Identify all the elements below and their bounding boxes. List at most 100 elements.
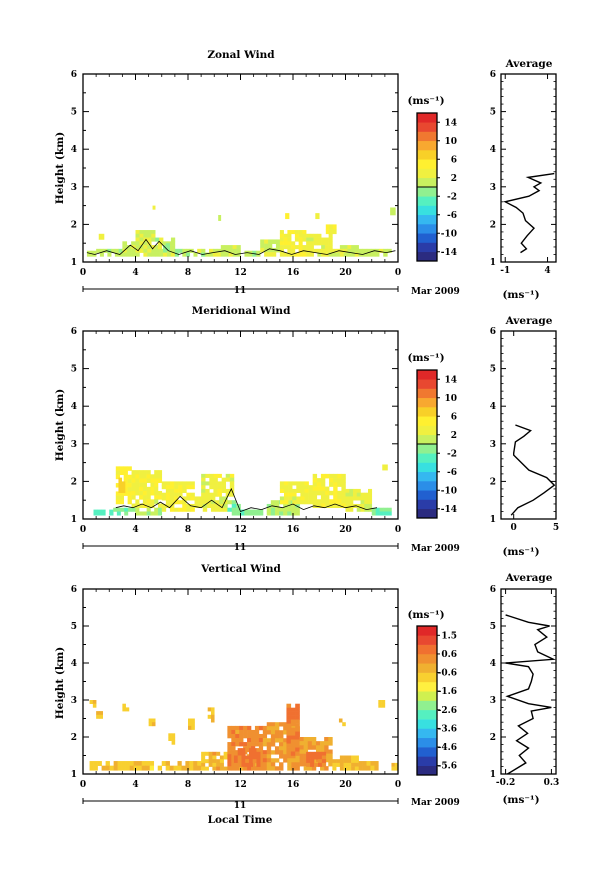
colorbar-segment [417, 150, 437, 160]
heatmap-cell [227, 729, 232, 735]
heatmap-cell [201, 762, 206, 767]
heatmap-cell [279, 730, 284, 735]
heatmap-cell [283, 496, 289, 501]
x-tick-label: 16 [287, 268, 300, 278]
heatmap-cell [247, 733, 252, 739]
heatmap-cell [333, 473, 338, 479]
heatmap-cell [324, 490, 330, 496]
heatmap-cell [227, 725, 232, 731]
heatmap-cell [223, 766, 228, 771]
heatmap-cell [194, 500, 199, 505]
heatmap-cell [154, 482, 159, 488]
heatmap-cell [347, 762, 352, 767]
heatmap-cell [343, 252, 348, 257]
heatmap-cell [109, 765, 114, 771]
heatmap-cell [287, 241, 292, 246]
heatmap-cell [174, 500, 179, 505]
heatmap-cell [360, 492, 365, 497]
heatmap-cell [186, 503, 191, 509]
x-tick-label: 4 [132, 525, 138, 535]
heatmap-cell [279, 746, 284, 751]
heatmap-cell [210, 707, 215, 712]
heatmap-cell [351, 252, 356, 257]
heatmap-cell [182, 507, 187, 512]
heatmap-cell [295, 766, 300, 771]
heatmap-cell [135, 252, 140, 257]
heatmap-cell [122, 707, 126, 712]
heatmap-cell [338, 718, 343, 723]
heatmap-cell [221, 477, 227, 482]
heatmap-cell [154, 478, 159, 483]
heatmap-cell [274, 766, 280, 771]
heatmap-cell [259, 509, 264, 516]
heatmap-cell [188, 725, 192, 730]
heatmap-cell [291, 511, 296, 516]
heatmap-cell [93, 761, 98, 766]
heatmap-cell [225, 473, 231, 478]
heatmap-cell [313, 233, 318, 238]
x-tick-label: 0 [395, 525, 401, 535]
heatmap-cell [353, 488, 358, 493]
heatmap-cell [328, 241, 333, 246]
heatmap-cell [135, 474, 140, 479]
heatmap-cell [127, 499, 132, 505]
heatmap-cell [316, 482, 322, 487]
heatmap-cell [303, 745, 309, 750]
heatmap-cell [122, 252, 128, 257]
heatmap-cell [364, 492, 369, 497]
heatmap-cell [96, 711, 100, 716]
profile-y-tick-label: 6 [490, 327, 496, 337]
heatmap-cell [333, 478, 338, 483]
heatmap-cell [270, 511, 276, 516]
heatmap-cell [279, 742, 284, 747]
heatmap-cell [287, 248, 292, 253]
heatmap-cell [294, 230, 299, 235]
heatmap-cell [290, 727, 296, 732]
heatmap-cell [227, 742, 232, 747]
colorbar-segment [417, 462, 437, 473]
heatmap-cell [115, 499, 121, 505]
colorbar-tick-label: -10 [441, 486, 457, 496]
heatmap-cell [146, 486, 151, 492]
heatmap-cell [241, 751, 246, 756]
heatmap-cell [290, 719, 296, 724]
heatmap-cell [247, 729, 252, 735]
heatmap-cell [135, 478, 140, 483]
heatmap-cell [270, 500, 276, 505]
heatmap-cell [178, 248, 183, 253]
heatmap-cell [201, 477, 206, 482]
heatmap-cell [279, 485, 285, 490]
heatmap-cell [241, 748, 246, 753]
profile-frame [500, 330, 557, 520]
heatmap-cell [210, 714, 215, 719]
heatmap-cell [209, 481, 214, 486]
vertical-colorbar-unit: (ms⁻¹) [407, 609, 444, 621]
heatmap-cell [189, 765, 194, 771]
heatmap-cell [155, 248, 160, 253]
heatmap-cell [251, 509, 256, 516]
heatmap-cell [126, 252, 132, 257]
heatmap-cell [239, 738, 244, 743]
heatmap-cell [287, 762, 292, 767]
heatmap-cell [165, 503, 171, 509]
heatmap-cell [256, 759, 261, 764]
y-tick-label: 4 [71, 145, 77, 155]
heatmap-cell [279, 511, 284, 516]
heatmap-cell [317, 759, 323, 764]
colorbar-segment [417, 444, 437, 454]
heatmap-cell [287, 754, 292, 759]
heatmap-cell [165, 246, 170, 252]
meridional-profile-title: Average [505, 315, 553, 327]
heatmap-cell [127, 487, 132, 492]
heatmap-cell [311, 766, 317, 771]
heatmap-cell [360, 503, 365, 509]
heatmap-cell [341, 499, 346, 504]
heatmap-cell [139, 470, 144, 475]
heatmap-cell [296, 485, 301, 490]
heatmap-cell [283, 241, 288, 246]
heatmap-cell [131, 491, 136, 496]
heatmap-cell [343, 755, 348, 760]
heatmap-cell [339, 252, 344, 257]
heatmap-cell [310, 762, 315, 767]
